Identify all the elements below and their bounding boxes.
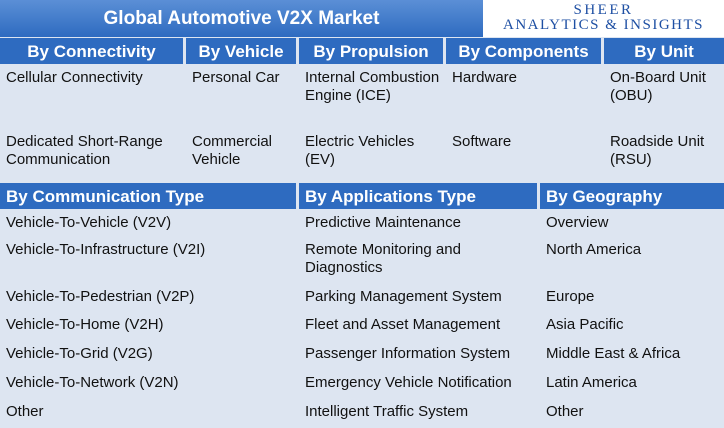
cell-text: Personal Car bbox=[192, 69, 280, 86]
table-cell: Asia Pacific bbox=[540, 313, 724, 340]
table-cell: On-Board Unit (OBU) bbox=[604, 66, 724, 127]
cell-text: Emergency Vehicle Notification bbox=[305, 374, 512, 391]
cell-text: Middle East & Africa bbox=[546, 345, 681, 362]
cell-text: Vehicle-To-Pedestrian (V2P) bbox=[6, 288, 195, 305]
column-header-by-geography: By Geography bbox=[540, 183, 724, 209]
cell-text: Latin America bbox=[546, 374, 637, 391]
table-cell: Middle East & Africa bbox=[540, 342, 724, 369]
table-cell: Other bbox=[540, 400, 724, 428]
table-cell: Commercial Vehicle bbox=[186, 130, 296, 181]
table-cell: Parking Management System bbox=[299, 285, 537, 311]
table-cell: Hardware bbox=[446, 66, 601, 127]
title-band bbox=[0, 0, 483, 37]
table-cell: Passenger Information System bbox=[299, 342, 537, 369]
table-cell: Fleet and Asset Management bbox=[299, 313, 537, 340]
table-cell: North America bbox=[540, 238, 724, 283]
table-cell: Vehicle-To-Grid (V2G) bbox=[0, 342, 296, 369]
table-cell: Emergency Vehicle Notification bbox=[299, 371, 537, 398]
cell-text: Dedicated Short-Range Communication bbox=[6, 133, 163, 168]
cell-text: Predictive Maintenance bbox=[305, 214, 461, 231]
logo-line-1: SHEER bbox=[573, 2, 634, 18]
table-cell: Latin America bbox=[540, 371, 724, 398]
cell-text: Electric Vehicles (EV) bbox=[305, 133, 415, 168]
table-cell: Software bbox=[446, 130, 601, 181]
cell-text: On-Board Unit (OBU) bbox=[610, 69, 706, 104]
cell-text: Intelligent Traffic System bbox=[305, 403, 469, 420]
table-cell: Vehicle-To-Infrastructure (V2I) bbox=[0, 238, 296, 283]
brand-logo: SHEER ANALYTICS & INSIGHTS bbox=[483, 0, 724, 37]
table-cell: Electric Vehicles (EV) bbox=[299, 130, 443, 181]
column-header-by-propulsion: By Propulsion bbox=[299, 38, 443, 64]
column-header-label: By Communication Type bbox=[6, 187, 205, 206]
table-cell: Intelligent Traffic System bbox=[299, 400, 537, 428]
cell-text: Internal Combustion Engine (ICE) bbox=[305, 69, 440, 104]
cell-text: Vehicle-To-Network (V2N) bbox=[6, 374, 179, 391]
cell-text: Europe bbox=[546, 288, 595, 305]
column-header-label: By Connectivity bbox=[27, 42, 156, 61]
page-title: Global Automotive V2X Market bbox=[103, 8, 380, 29]
table-cell: Vehicle-To-Vehicle (V2V) bbox=[0, 211, 296, 236]
cell-text: Commercial Vehicle bbox=[192, 133, 273, 168]
cell-text: Other bbox=[6, 403, 44, 420]
column-header-by-communication-type: By Communication Type bbox=[0, 183, 296, 209]
table-cell: Cellular Connectivity bbox=[0, 66, 183, 127]
table-cell: Roadside Unit (RSU) bbox=[604, 130, 724, 181]
cell-text: Asia Pacific bbox=[546, 316, 624, 333]
column-header-label: By Components bbox=[458, 42, 589, 61]
cell-text: Parking Management System bbox=[305, 288, 502, 305]
table-cell: Remote Monitoring and Diagnostics bbox=[299, 238, 537, 283]
cell-text: Vehicle-To-Vehicle (V2V) bbox=[6, 214, 172, 231]
column-header-by-applications-type: By Applications Type bbox=[299, 183, 537, 209]
table-cell: Predictive Maintenance bbox=[299, 211, 537, 236]
cell-text: Software bbox=[452, 133, 512, 150]
cell-text: Vehicle-To-Infrastructure (V2I) bbox=[6, 241, 206, 258]
table-cell: Vehicle-To-Pedestrian (V2P) bbox=[0, 285, 296, 311]
column-header-by-unit: By Unit bbox=[604, 38, 724, 64]
column-header-by-components: By Components bbox=[446, 38, 601, 64]
column-header-by-connectivity: By Connectivity bbox=[0, 38, 183, 64]
logo-line-2: ANALYTICS & INSIGHTS bbox=[503, 17, 704, 33]
cell-text: Hardware bbox=[452, 69, 518, 86]
cell-text: Cellular Connectivity bbox=[6, 69, 143, 86]
table-cell: Overview bbox=[540, 211, 724, 236]
column-header-label: By Geography bbox=[546, 187, 663, 206]
cell-text: Passenger Information System bbox=[305, 345, 511, 362]
cell-text: Overview bbox=[546, 214, 609, 231]
table-cell: Dedicated Short-Range Communication bbox=[0, 130, 183, 181]
cell-text: Roadside Unit (RSU) bbox=[610, 133, 705, 168]
column-header-label: By Applications Type bbox=[305, 187, 476, 206]
table-cell: Internal Combustion Engine (ICE) bbox=[299, 66, 443, 127]
table-cell: Europe bbox=[540, 285, 724, 311]
cell-text: Vehicle-To-Grid (V2G) bbox=[6, 345, 153, 362]
table-cell: Vehicle-To-Home (V2H) bbox=[0, 313, 296, 340]
table-cell: Other bbox=[0, 400, 296, 428]
cell-text: Remote Monitoring and Diagnostics bbox=[305, 241, 461, 276]
column-header-by-vehicle: By Vehicle bbox=[186, 38, 296, 64]
table-cell: Personal Car bbox=[186, 66, 296, 127]
cell-text: Vehicle-To-Home (V2H) bbox=[6, 316, 164, 333]
cell-text: Fleet and Asset Management bbox=[305, 316, 501, 333]
column-header-label: By Vehicle bbox=[198, 42, 284, 61]
cell-text: North America bbox=[546, 241, 642, 258]
cell-text: Other bbox=[546, 403, 584, 420]
column-header-label: By Propulsion bbox=[313, 42, 429, 61]
table-cell: Vehicle-To-Network (V2N) bbox=[0, 371, 296, 398]
column-header-label: By Unit bbox=[634, 42, 694, 61]
